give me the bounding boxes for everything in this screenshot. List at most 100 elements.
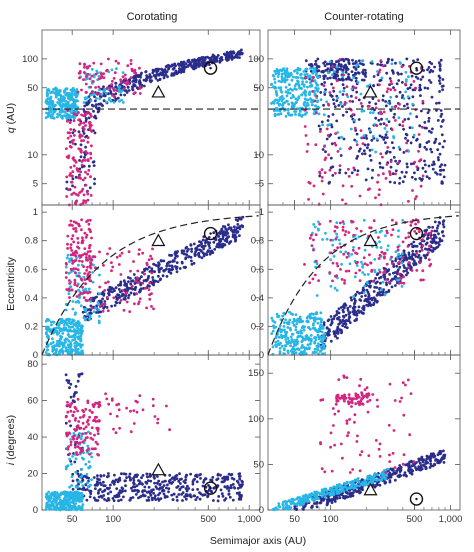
point-magenta bbox=[86, 110, 90, 114]
point-dark_blue bbox=[394, 159, 397, 163]
point-magenta bbox=[85, 190, 89, 194]
point-dark_blue bbox=[180, 62, 184, 66]
point-dark_blue bbox=[154, 264, 158, 267]
point-dark_blue bbox=[187, 255, 191, 258]
point-magenta bbox=[80, 160, 84, 163]
point-cyan bbox=[68, 92, 71, 95]
point-dark_blue bbox=[181, 499, 184, 502]
point-cyan bbox=[331, 73, 334, 76]
point-cyan bbox=[333, 286, 337, 290]
point-magenta bbox=[71, 253, 74, 257]
point-cyan bbox=[281, 104, 284, 107]
y-tick-label: 100 bbox=[22, 54, 38, 65]
point-dark_blue bbox=[406, 106, 410, 110]
point-dark_blue bbox=[322, 61, 325, 65]
point-cyan bbox=[309, 67, 312, 70]
point-dark_blue bbox=[369, 158, 373, 162]
point-dark_blue bbox=[435, 101, 438, 105]
point-dark_blue bbox=[165, 70, 169, 73]
point-magenta bbox=[86, 192, 90, 196]
point-dark_blue bbox=[77, 373, 81, 376]
point-dark_blue bbox=[379, 78, 383, 82]
y-tick-label: 0.6 bbox=[251, 264, 264, 275]
point-cyan bbox=[103, 87, 107, 91]
point-magenta bbox=[325, 127, 329, 131]
point-dark_blue bbox=[91, 160, 95, 164]
point-dark_blue bbox=[377, 118, 381, 122]
point-magenta bbox=[314, 259, 318, 263]
point-dark_blue bbox=[342, 314, 345, 318]
point-cyan bbox=[313, 319, 317, 322]
point-dark_blue bbox=[436, 119, 440, 122]
point-dark_blue bbox=[382, 122, 386, 125]
point-cyan bbox=[90, 67, 94, 71]
point-magenta bbox=[83, 290, 87, 294]
point-cyan bbox=[361, 271, 365, 274]
point-cyan bbox=[280, 344, 284, 348]
xlabel: Semimajor axis (AU) bbox=[210, 535, 306, 547]
point-magenta bbox=[152, 307, 155, 311]
point-cyan bbox=[54, 95, 58, 99]
point-dark_blue bbox=[229, 473, 233, 477]
point-cyan bbox=[329, 284, 333, 288]
point-dark_blue bbox=[150, 79, 154, 82]
point-dark_blue bbox=[378, 161, 382, 165]
point-cyan bbox=[344, 250, 348, 254]
point-magenta bbox=[347, 269, 351, 273]
point-cyan bbox=[67, 330, 70, 333]
point-magenta bbox=[405, 141, 408, 145]
point-dark_blue bbox=[225, 475, 229, 479]
point-dark_blue bbox=[393, 271, 397, 274]
point-magenta bbox=[79, 292, 83, 295]
point-cyan bbox=[278, 347, 282, 350]
point-magenta bbox=[313, 99, 317, 103]
point-magenta bbox=[145, 306, 149, 310]
point-dark_blue bbox=[159, 277, 163, 281]
point-dark_blue bbox=[383, 136, 387, 139]
point-dark_blue bbox=[96, 474, 99, 477]
point-dark_blue bbox=[381, 293, 384, 297]
point-dark_blue bbox=[419, 78, 423, 81]
point-dark_blue bbox=[65, 180, 69, 184]
point-dark_blue bbox=[437, 74, 441, 78]
point-dark_blue bbox=[97, 491, 100, 495]
point-magenta bbox=[312, 248, 315, 252]
point-magenta bbox=[124, 77, 127, 81]
point-dark_blue bbox=[184, 257, 188, 261]
point-cyan bbox=[66, 102, 70, 105]
point-cyan bbox=[79, 480, 83, 484]
point-cyan bbox=[375, 245, 379, 249]
point-magenta bbox=[64, 276, 68, 279]
point-cyan bbox=[61, 116, 64, 120]
point-dark_blue bbox=[178, 472, 181, 475]
point-dark_blue bbox=[71, 131, 75, 135]
point-dark_blue bbox=[411, 88, 415, 92]
point-cyan bbox=[63, 104, 67, 108]
point-cyan bbox=[335, 65, 339, 69]
point-magenta bbox=[402, 275, 405, 279]
point-cyan bbox=[67, 271, 71, 275]
point-dark_blue bbox=[140, 476, 143, 480]
point-cyan bbox=[349, 127, 353, 131]
point-cyan bbox=[312, 223, 316, 226]
point-dark_blue bbox=[169, 271, 173, 275]
point-cyan bbox=[322, 344, 325, 348]
point-cyan bbox=[286, 107, 290, 111]
point-cyan bbox=[79, 339, 83, 343]
point-magenta bbox=[81, 187, 85, 191]
point-dark_blue bbox=[208, 250, 212, 253]
point-dark_blue bbox=[414, 262, 418, 266]
point-magenta bbox=[394, 172, 397, 176]
point-dark_blue bbox=[82, 132, 86, 135]
point-dark_blue bbox=[360, 295, 364, 298]
point-dark_blue bbox=[327, 115, 331, 118]
point-dark_blue bbox=[156, 280, 160, 283]
point-cyan bbox=[76, 343, 80, 347]
point-magenta bbox=[136, 269, 140, 273]
point-cyan bbox=[55, 506, 59, 509]
point-cyan bbox=[273, 109, 276, 113]
point-cyan bbox=[302, 70, 306, 73]
point-dark_blue bbox=[204, 477, 207, 480]
point-magenta bbox=[72, 164, 76, 168]
point-dark_blue bbox=[219, 473, 222, 477]
